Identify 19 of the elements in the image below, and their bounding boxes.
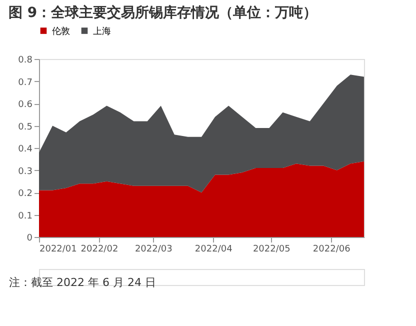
x-tick-label: 2022/03 — [134, 244, 172, 254]
chart-title: 图 9：全球主要交易所锡库存情况（单位：万吨） — [8, 4, 318, 21]
legend-label: 伦敦 — [52, 26, 70, 37]
y-tick-label: 0 — [26, 234, 33, 244]
y-tick-label: 0.3 — [18, 166, 32, 177]
y-tick-label: 0.1 — [18, 211, 32, 222]
x-tick-label: 2022/01 — [40, 244, 77, 254]
y-tick-label: 0.5 — [18, 122, 32, 132]
y-tick-label: 0.7 — [18, 78, 32, 88]
x-tick-label: 2022/04 — [194, 244, 233, 254]
y-tick-label: 0.6 — [18, 100, 33, 110]
text: 注：截至 2022 年 6 月 24 日 — [9, 276, 156, 289]
x-tick-label: 2022/05 — [252, 244, 290, 254]
x-tick-label: 2022/02 — [80, 244, 118, 254]
legend-label: 上海 — [93, 26, 111, 37]
y-tick-label: 0.8 — [18, 56, 33, 66]
y-tick-label: 0.4 — [18, 144, 33, 154]
y-tick-label: 0.2 — [18, 189, 32, 199]
x-tick-label: 2022/06 — [312, 244, 351, 254]
